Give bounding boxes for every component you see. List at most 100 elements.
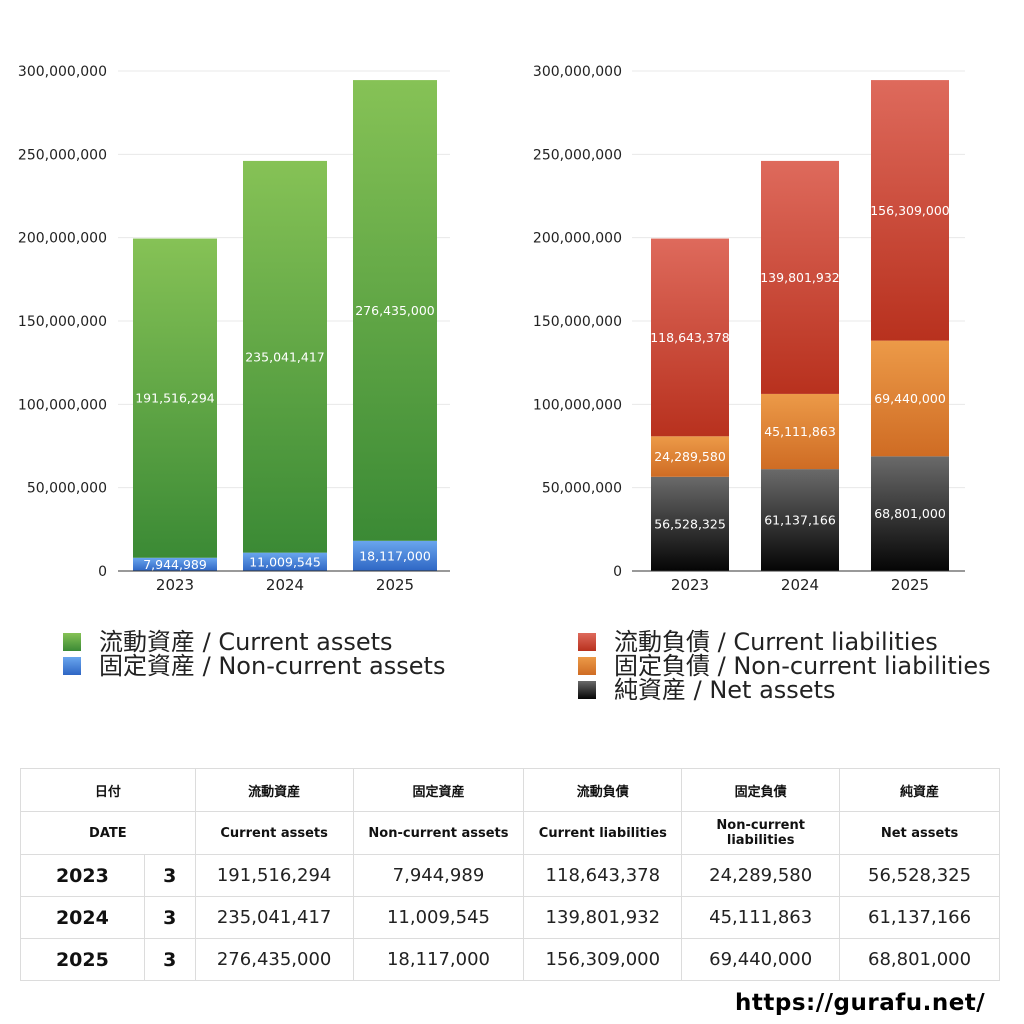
data-label: 61,137,166: [764, 513, 836, 528]
legend-item: 流動負債 / Current liabilities: [578, 630, 991, 654]
cell-non-current-assets: 11,009,545: [352, 896, 525, 939]
cell-net-assets: 61,137,166: [839, 896, 1000, 939]
bar-current-assets-2023: [133, 238, 217, 558]
data-label: 24,289,580: [654, 449, 726, 464]
cell-current-assets: 235,041,417: [194, 896, 354, 939]
data-label: 235,041,417: [245, 349, 325, 364]
liabilities-chart: 56,528,325 24,289,580 118,643,378 61,137,16…: [533, 64, 965, 594]
y-tick-label: 200,000,000: [533, 231, 622, 247]
header-net-assets-en: Net assets: [839, 811, 1000, 855]
y-tick-label: 100,000,000: [18, 397, 107, 413]
assets-chart: 7,944,989 191,516,294 11,009,545 235,041,41…: [18, 64, 450, 594]
y-tick-label: 50,000,000: [27, 481, 107, 497]
legend-item: 固定資産 / Non-current assets: [63, 654, 445, 678]
legend-label: 流動負債 / Current liabilities: [614, 628, 938, 656]
y-tick-label: 0: [613, 564, 622, 580]
y-tick-label: 150,000,000: [533, 314, 622, 330]
data-label: 156,309,000: [870, 203, 950, 218]
cell-month: 3: [143, 938, 196, 981]
header-non-current-liabilities-jp: 固定負債: [681, 768, 841, 812]
cell-current-liabilities: 156,309,000: [523, 938, 683, 981]
y-tick-label: 250,000,000: [533, 147, 622, 163]
header-current-assets-jp: 流動資産: [194, 768, 354, 812]
bar-non-current-liabilities-2025: [871, 340, 949, 457]
cell-current-liabilities: 118,643,378: [523, 854, 683, 897]
data-label: 56,528,325: [654, 516, 726, 531]
x-tick-label: 2025: [891, 576, 929, 594]
data-label: 68,801,000: [874, 506, 946, 521]
y-tick-label: 250,000,000: [18, 147, 107, 163]
table-row: 2023 3 191,516,294 7,944,989 118,643,378…: [20, 854, 1000, 897]
cell-current-assets: 191,516,294: [194, 854, 354, 897]
header-non-current-liabilities-en: Non-current liabilities: [681, 811, 841, 855]
bar-current-liabilities-2024: [761, 160, 839, 394]
data-label: 139,801,932: [760, 270, 840, 285]
cell-non-current-liabilities: 69,440,000: [681, 938, 841, 981]
y-tick-label: 100,000,000: [533, 397, 622, 413]
header-current-liabilities-en: Current liabilities: [523, 811, 683, 855]
data-table: 日付 流動資産 固定資産 流動負債 固定負債 純資産 DATE Current …: [20, 768, 1000, 981]
legend-label: 流動資産 / Current assets: [99, 628, 393, 656]
header-non-current-assets-jp: 固定資産: [352, 768, 525, 812]
bar-current-liabilities-2023: [651, 238, 729, 437]
x-tick-label: 2023: [156, 576, 194, 594]
bar-net-assets-2023: [651, 476, 729, 571]
bar-non-current-assets-2025: [353, 540, 437, 571]
legend-item: 純資産 / Net assets: [578, 678, 991, 702]
liabilities-legend: 流動負債 / Current liabilities 固定負債 / Non-cu…: [578, 630, 991, 702]
legend-label: 純資産 / Net assets: [614, 676, 836, 704]
y-tick-label: 50,000,000: [542, 481, 622, 497]
x-tick-label: 2023: [671, 576, 709, 594]
site-url[interactable]: https://gurafu.net/: [735, 990, 986, 1016]
cell-non-current-assets: 18,117,000: [352, 938, 525, 981]
bar-net-assets-2025: [871, 456, 949, 571]
bar-current-liabilities-2025: [871, 80, 949, 341]
legend-swatch-non-current-assets: [63, 657, 81, 675]
y-tick-label: 200,000,000: [18, 231, 107, 247]
cell-current-assets: 276,435,000: [194, 938, 354, 981]
bar-net-assets-2024: [761, 469, 839, 571]
data-label: 11,009,545: [249, 554, 321, 569]
bar-current-assets-2024: [243, 160, 327, 553]
x-tick-label: 2024: [781, 576, 819, 594]
bar-non-current-liabilities-2023: [651, 436, 729, 477]
cell-net-assets: 68,801,000: [839, 938, 1000, 981]
bar-non-current-assets-2023: [133, 557, 217, 571]
header-non-current-assets-en: Non-current assets: [352, 811, 525, 855]
header-current-assets-en: Current assets: [194, 811, 354, 855]
y-tick-label: 300,000,000: [18, 64, 107, 80]
table-header-jp: 日付 流動資産 固定資産 流動負債 固定負債 純資産: [20, 768, 1000, 812]
cell-year: 2025: [20, 938, 145, 981]
x-tick-label: 2025: [376, 576, 414, 594]
data-label: 7,944,989: [143, 557, 207, 572]
table-row: 2024 3 235,041,417 11,009,545 139,801,93…: [20, 896, 1000, 939]
y-tick-label: 0: [98, 564, 107, 580]
y-tick-label: 150,000,000: [18, 314, 107, 330]
x-tick-label: 2024: [266, 576, 304, 594]
table-row: 2025 3 276,435,000 18,117,000 156,309,00…: [20, 938, 1000, 981]
data-label: 69,440,000: [874, 391, 946, 406]
legend-swatch-current-liabilities: [578, 633, 596, 651]
cell-month: 3: [143, 854, 196, 897]
header-date-jp: 日付: [20, 768, 196, 812]
legend-swatch-net-assets: [578, 681, 596, 699]
header-current-liabilities-jp: 流動負債: [523, 768, 683, 812]
legend-label: 固定負債 / Non-current liabilities: [614, 652, 991, 680]
cell-year: 2023: [20, 854, 145, 897]
legend-item: 流動資産 / Current assets: [63, 630, 445, 654]
data-label: 276,435,000: [355, 303, 435, 318]
assets-legend: 流動資産 / Current assets 固定資産 / Non-current…: [63, 630, 445, 678]
bar-current-assets-2025: [353, 80, 437, 541]
cell-non-current-liabilities: 24,289,580: [681, 854, 841, 897]
cell-non-current-assets: 7,944,989: [352, 854, 525, 897]
cell-net-assets: 56,528,325: [839, 854, 1000, 897]
legend-swatch-non-current-liabilities: [578, 657, 596, 675]
table-header-en: DATE Current assets Non-current assets C…: [20, 811, 1000, 855]
bar-non-current-liabilities-2024: [761, 393, 839, 470]
y-tick-label: 300,000,000: [533, 64, 622, 80]
cell-year: 2024: [20, 896, 145, 939]
legend-swatch-current-assets: [63, 633, 81, 651]
data-label: 45,111,863: [764, 424, 836, 439]
data-label: 118,643,378: [650, 330, 730, 345]
legend-item: 固定負債 / Non-current liabilities: [578, 654, 991, 678]
